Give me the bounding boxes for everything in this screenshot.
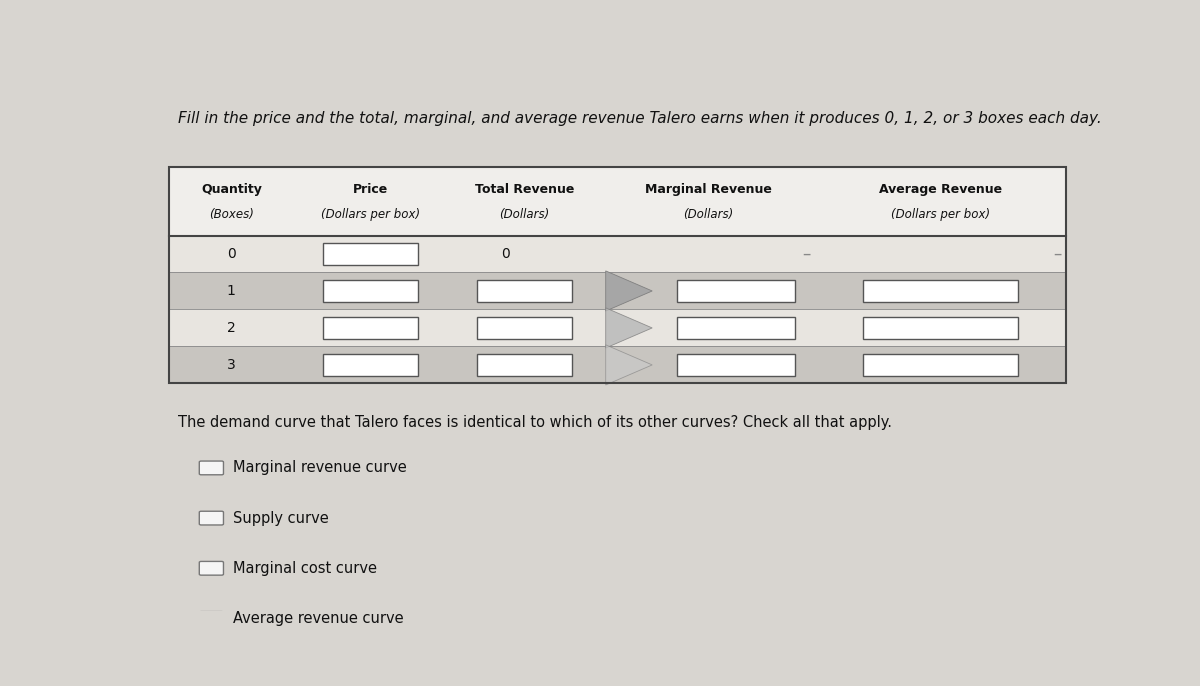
Text: Quantity: Quantity xyxy=(200,183,262,196)
Bar xyxy=(476,280,572,302)
Bar xyxy=(863,354,1019,376)
Text: 0: 0 xyxy=(502,247,510,261)
Text: –: – xyxy=(802,245,810,263)
Text: (Boxes): (Boxes) xyxy=(209,208,254,221)
Bar xyxy=(168,167,1066,235)
Text: Marginal revenue curve: Marginal revenue curve xyxy=(233,460,407,475)
Text: Average revenue curve: Average revenue curve xyxy=(233,611,403,626)
Bar xyxy=(863,280,1019,302)
FancyBboxPatch shape xyxy=(199,561,223,575)
Polygon shape xyxy=(606,345,653,385)
Text: (Dollars): (Dollars) xyxy=(683,208,733,221)
Bar xyxy=(476,317,572,339)
Text: Average Revenue: Average Revenue xyxy=(878,183,1002,196)
Text: Total Revenue: Total Revenue xyxy=(475,183,574,196)
Bar xyxy=(677,354,796,376)
Bar xyxy=(168,346,1066,383)
Bar xyxy=(677,280,796,302)
Bar xyxy=(168,272,1066,309)
Bar xyxy=(168,309,1066,346)
Text: 1: 1 xyxy=(227,284,236,298)
Text: –: – xyxy=(1054,245,1062,263)
Bar xyxy=(323,243,419,265)
Bar xyxy=(323,317,419,339)
Text: (Dollars per box): (Dollars per box) xyxy=(322,208,420,221)
Text: (Dollars per box): (Dollars per box) xyxy=(890,208,990,221)
Bar xyxy=(168,235,1066,272)
Text: Marginal Revenue: Marginal Revenue xyxy=(644,183,772,196)
FancyBboxPatch shape xyxy=(199,461,223,475)
Bar xyxy=(476,354,572,376)
Polygon shape xyxy=(606,271,653,311)
Bar xyxy=(677,317,796,339)
Text: 2: 2 xyxy=(227,321,235,335)
Text: 3: 3 xyxy=(227,358,235,372)
FancyBboxPatch shape xyxy=(199,511,223,525)
Bar xyxy=(168,167,1066,383)
Text: The demand curve that Talero faces is identical to which of its other curves? Ch: The demand curve that Talero faces is id… xyxy=(178,415,892,430)
Text: Marginal cost curve: Marginal cost curve xyxy=(233,560,377,576)
Bar xyxy=(323,354,419,376)
Text: Supply curve: Supply curve xyxy=(233,510,329,525)
Text: (Dollars): (Dollars) xyxy=(499,208,550,221)
Bar xyxy=(323,280,419,302)
Bar xyxy=(863,317,1019,339)
Text: 0: 0 xyxy=(227,247,235,261)
FancyBboxPatch shape xyxy=(199,612,223,626)
Text: Fill in the price and the total, marginal, and average revenue Talero earns when: Fill in the price and the total, margina… xyxy=(178,111,1102,126)
Text: Price: Price xyxy=(353,183,389,196)
Polygon shape xyxy=(606,308,653,348)
